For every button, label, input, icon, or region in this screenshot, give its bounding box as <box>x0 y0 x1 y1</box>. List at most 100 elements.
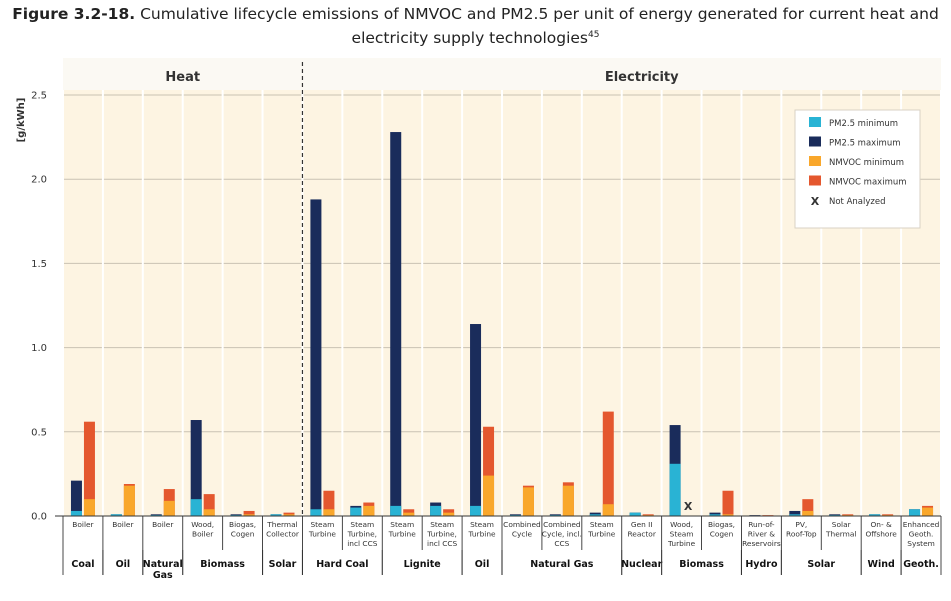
bar-pm2-5-minimum <box>789 514 801 516</box>
bar-nmvoc-minimum <box>922 507 934 516</box>
bar-nmvoc-maximum <box>243 510 255 516</box>
bar-nmvoc-minimum <box>123 485 135 516</box>
figure-title-line1: Cumulative lifecycle emissions of NMVOC … <box>140 5 939 23</box>
x-group-label: Oil <box>475 559 490 570</box>
x-category-label: Turbine <box>667 539 696 548</box>
bar-pm2-5-minimum <box>270 514 282 516</box>
bar-pm2-5-minimum <box>70 510 82 516</box>
bar-pm2-5-minimum <box>869 514 881 516</box>
x-group-label: Biomass <box>200 559 245 570</box>
x-group-label: Hydro <box>745 559 778 570</box>
x-category-label: Geoth. <box>909 530 934 539</box>
x-category-label: Steam <box>470 520 494 529</box>
bar-pm2-5-maximum <box>829 514 841 516</box>
bar-pm2-5-maximum <box>190 420 202 516</box>
bar-nmvoc-maximum <box>83 421 95 516</box>
x-category-label: incl CCS <box>347 539 378 548</box>
x-category-label: Wood, <box>191 520 214 529</box>
x-category-label: Offshore <box>865 530 897 539</box>
x-category-label: Boiler <box>152 520 174 529</box>
y-tick-label: 1.5 <box>31 259 47 270</box>
legend-label: NMVOC maximum <box>829 178 907 188</box>
x-category-label: Run-of- <box>748 520 775 529</box>
x-category-label: Steam <box>390 520 414 529</box>
x-category-label: Steam <box>670 530 694 539</box>
x-group-label: Nuclear <box>621 559 662 570</box>
x-category-label: Thermal <box>825 530 856 539</box>
x-group-label: Biomass <box>679 559 724 570</box>
bar-nmvoc-maximum <box>842 514 854 516</box>
bar-pm2-5-maximum <box>470 324 482 516</box>
x-category-label: Solar <box>832 520 852 529</box>
x-category-label: incl CCS <box>427 539 458 548</box>
x-category-label: Turbine, <box>347 530 377 539</box>
bar-pm2-5-minimum <box>110 514 122 516</box>
legend-symbol: X <box>811 195 820 208</box>
bar-pm2-5-minimum <box>350 507 362 516</box>
bar-nmvoc-minimum <box>283 514 295 516</box>
bar-pm2-5-minimum <box>709 514 721 516</box>
x-category-label: On- & <box>870 520 892 529</box>
bar-pm2-5-maximum <box>509 514 521 516</box>
x-group-label: Gas <box>153 570 173 581</box>
x-category-label: Cycle, incl. <box>542 530 582 539</box>
x-category-label: River & <box>748 530 775 539</box>
x-category-label: Boiler <box>112 520 134 529</box>
figure-title-line2: electricity supply technologies <box>351 29 588 48</box>
x-category-label: Cycle <box>512 530 533 539</box>
section-label-heat: Heat <box>165 70 200 85</box>
y-tick-label: 1.0 <box>31 343 47 354</box>
bar-nmvoc-minimum <box>203 509 215 516</box>
y-tick-label: 2.5 <box>31 91 47 102</box>
x-category-label: System <box>907 539 935 548</box>
bar-nmvoc-maximum <box>642 514 654 516</box>
x-category-label: Gen II <box>631 520 653 529</box>
x-category-label: Boiler <box>192 530 214 539</box>
legend-swatch <box>809 136 821 147</box>
bar-pm2-5-minimum <box>669 463 681 516</box>
x-category-label: Cogen <box>710 530 734 539</box>
x-category-label: Turbine <box>587 530 616 539</box>
bar-pm2-5-maximum <box>390 132 402 516</box>
bar-nmvoc-minimum <box>602 504 614 516</box>
y-axis-label: [g/kWh] <box>16 98 27 143</box>
x-category-label: Steam <box>310 520 334 529</box>
x-category-label: Biogas, <box>229 520 256 529</box>
x-category-label: Biogas, <box>708 520 735 529</box>
bar-pm2-5-minimum <box>310 509 322 516</box>
x-group-label: Natural <box>143 559 183 570</box>
x-group-label: Coal <box>71 559 94 570</box>
bar-nmvoc-maximum <box>323 490 335 516</box>
bar-pm2-5-minimum <box>909 509 921 516</box>
y-tick-label: 2.0 <box>31 175 47 186</box>
bar-pm2-5-minimum <box>390 505 402 516</box>
bar-pm2-5-minimum <box>629 512 641 516</box>
bar-nmvoc-minimum <box>83 499 95 516</box>
y-tick-label: 0.0 <box>31 512 47 523</box>
bar-pm2-5-maximum <box>789 510 801 516</box>
x-category-label: Steam <box>430 520 454 529</box>
bar-pm2-5-minimum <box>430 505 442 516</box>
bar-nmvoc-maximum <box>203 494 215 516</box>
x-group-label: Natural Gas <box>530 559 594 570</box>
bar-nmvoc-minimum <box>363 505 375 516</box>
x-category-label: Reservoirs <box>742 539 781 548</box>
figure-title: Figure 3.2-18. Cumulative lifecycle emis… <box>0 4 951 49</box>
legend-swatch <box>809 175 821 186</box>
x-category-label: PV, <box>795 520 807 529</box>
figure-reference: 45 <box>588 30 600 40</box>
legend-label: Not Analyzed <box>829 197 885 207</box>
bar-pm2-5-maximum <box>70 480 82 516</box>
bar-nmvoc-maximum <box>802 499 814 516</box>
section-label-electricity: Electricity <box>605 70 679 85</box>
bar-nmvoc-maximum <box>483 426 495 516</box>
bar-nmvoc-minimum <box>483 475 495 516</box>
bar-nmvoc-minimum <box>403 512 415 516</box>
bar-nmvoc-minimum <box>323 509 335 516</box>
section-header-band <box>63 58 941 90</box>
x-category-label: Boiler <box>72 520 94 529</box>
legend-swatch <box>809 156 821 166</box>
bar-nmvoc-minimum <box>163 500 175 516</box>
x-category-label: CCS <box>554 539 569 548</box>
